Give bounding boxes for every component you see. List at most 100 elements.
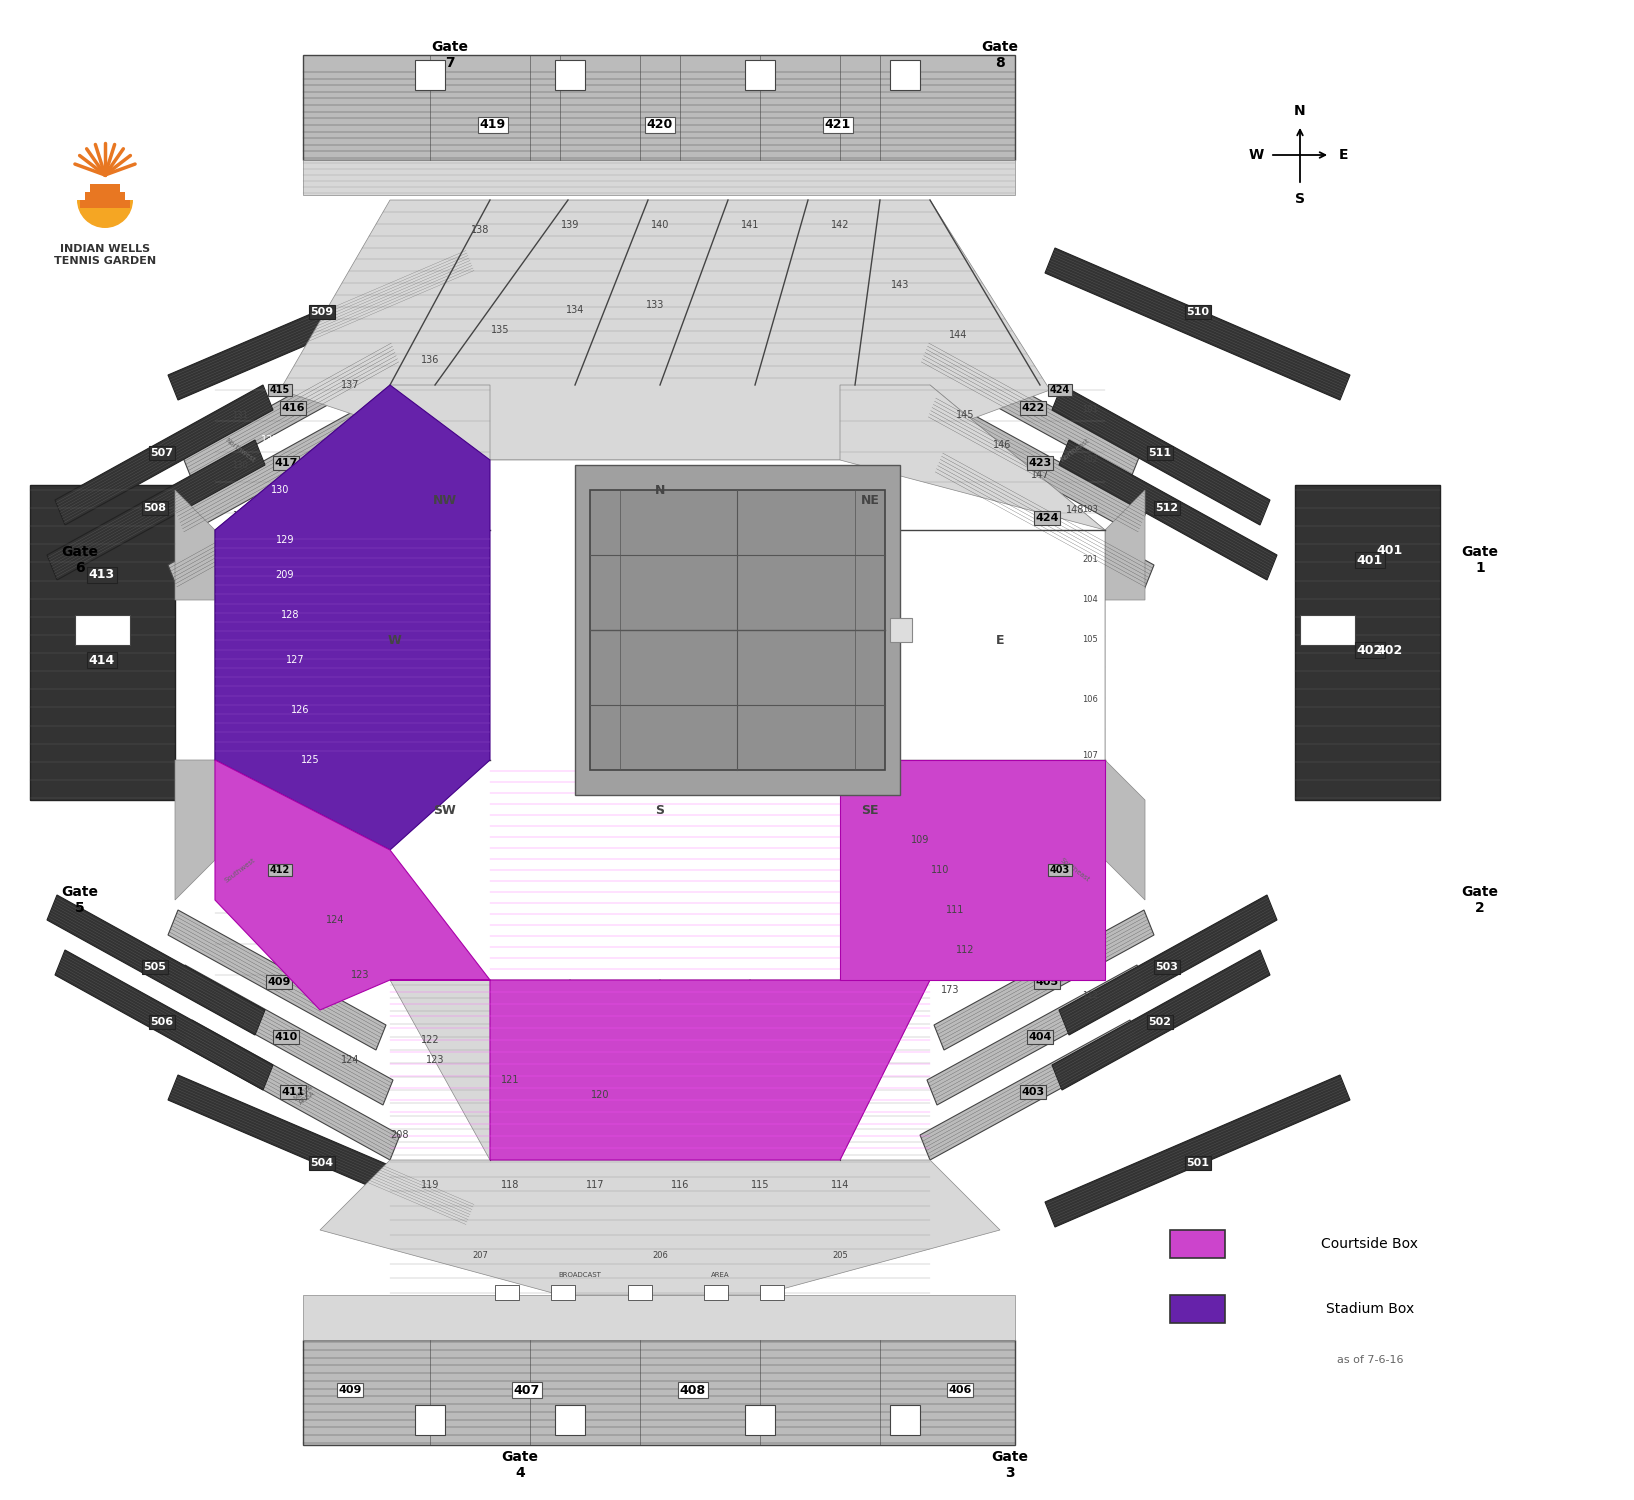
Text: 134: 134 xyxy=(565,304,585,315)
Text: 143: 143 xyxy=(891,280,909,290)
Bar xyxy=(760,1286,784,1300)
Wedge shape xyxy=(77,200,132,228)
Text: 105: 105 xyxy=(1082,636,1098,645)
Text: N: N xyxy=(655,483,665,496)
Polygon shape xyxy=(216,460,1105,980)
Text: 130: 130 xyxy=(271,484,289,495)
Polygon shape xyxy=(575,465,900,795)
Text: 131: 131 xyxy=(232,411,248,420)
Text: 106: 106 xyxy=(1082,696,1098,705)
Text: 418: 418 xyxy=(268,513,291,523)
Text: 130: 130 xyxy=(232,460,248,470)
Text: 112: 112 xyxy=(1082,990,1098,999)
Polygon shape xyxy=(216,386,490,850)
Text: 209: 209 xyxy=(276,570,294,580)
Text: 111: 111 xyxy=(946,904,964,915)
Bar xyxy=(745,60,775,90)
Text: 117: 117 xyxy=(585,1180,605,1190)
Text: 506: 506 xyxy=(150,1017,173,1028)
Text: 118: 118 xyxy=(500,1180,520,1190)
Polygon shape xyxy=(1105,490,1145,600)
Polygon shape xyxy=(175,490,216,600)
Text: 124: 124 xyxy=(325,915,345,926)
Polygon shape xyxy=(1296,484,1440,800)
Text: 424: 424 xyxy=(1036,513,1059,523)
Polygon shape xyxy=(391,980,930,1160)
Text: 121: 121 xyxy=(601,1054,619,1065)
Text: 503: 503 xyxy=(1155,962,1178,972)
Text: Southeast: Southeast xyxy=(1059,856,1092,883)
Text: NE: NE xyxy=(861,494,879,507)
Bar xyxy=(80,200,131,208)
Text: Northwest: Northwest xyxy=(224,436,257,463)
Text: 101: 101 xyxy=(1082,405,1098,414)
Text: AREA: AREA xyxy=(711,1272,729,1278)
Polygon shape xyxy=(216,760,490,1010)
Text: SW: SW xyxy=(433,804,456,816)
Polygon shape xyxy=(181,340,400,480)
Text: 146: 146 xyxy=(993,440,1011,450)
Text: 405: 405 xyxy=(1036,976,1059,987)
Text: 201: 201 xyxy=(1082,555,1098,564)
Text: 137: 137 xyxy=(342,380,359,390)
Polygon shape xyxy=(302,1294,1015,1340)
Polygon shape xyxy=(840,386,1105,600)
Text: 413: 413 xyxy=(88,568,114,582)
Bar xyxy=(745,1406,775,1435)
Text: 121: 121 xyxy=(500,1076,520,1084)
Text: 511: 511 xyxy=(1149,448,1172,458)
Text: NW: NW xyxy=(433,494,458,507)
Polygon shape xyxy=(1052,386,1270,525)
Text: 114: 114 xyxy=(830,1180,850,1190)
Text: 404: 404 xyxy=(1028,1032,1052,1042)
Polygon shape xyxy=(47,896,265,1035)
Polygon shape xyxy=(302,56,1015,160)
Text: 131: 131 xyxy=(261,435,279,445)
Text: 103: 103 xyxy=(1082,506,1098,515)
Polygon shape xyxy=(926,964,1147,1106)
Text: 205: 205 xyxy=(832,1251,848,1260)
Polygon shape xyxy=(1052,950,1270,1090)
Text: 109: 109 xyxy=(1082,896,1098,904)
Text: Gate
4: Gate 4 xyxy=(502,1450,539,1480)
Text: 501: 501 xyxy=(1186,1158,1209,1168)
Polygon shape xyxy=(935,450,1154,590)
Polygon shape xyxy=(935,910,1154,1050)
Text: 509: 509 xyxy=(310,308,333,316)
Text: 119: 119 xyxy=(779,1054,797,1065)
Polygon shape xyxy=(168,1076,475,1227)
Text: 135: 135 xyxy=(490,326,510,334)
Text: 109: 109 xyxy=(910,836,930,844)
Text: 120: 120 xyxy=(592,1090,609,1100)
Text: 147: 147 xyxy=(1031,470,1049,480)
Text: E: E xyxy=(1340,148,1348,162)
Text: 140: 140 xyxy=(650,220,670,230)
Polygon shape xyxy=(47,440,265,580)
Text: 138: 138 xyxy=(471,225,489,236)
Text: 422: 422 xyxy=(1021,404,1044,412)
Text: Northeast: Northeast xyxy=(1059,436,1090,463)
Text: 123: 123 xyxy=(351,970,369,980)
Text: SE: SE xyxy=(861,804,879,816)
Polygon shape xyxy=(56,950,273,1090)
Text: S: S xyxy=(655,804,665,816)
Text: 120: 120 xyxy=(691,1054,709,1065)
Polygon shape xyxy=(56,386,273,525)
Text: Gate
3: Gate 3 xyxy=(992,1450,1028,1480)
Polygon shape xyxy=(175,964,394,1106)
Text: 119: 119 xyxy=(422,1180,440,1190)
Polygon shape xyxy=(216,386,490,600)
Text: 403: 403 xyxy=(1051,865,1070,874)
Bar xyxy=(90,184,119,192)
Text: 128: 128 xyxy=(232,596,248,604)
Text: 414: 414 xyxy=(88,654,114,666)
Text: 401: 401 xyxy=(1356,554,1382,567)
Polygon shape xyxy=(175,394,394,536)
Bar xyxy=(556,60,585,90)
Bar xyxy=(556,1406,585,1435)
Text: 412: 412 xyxy=(270,865,291,874)
Polygon shape xyxy=(920,340,1141,480)
Text: 108: 108 xyxy=(1082,816,1098,825)
Polygon shape xyxy=(1059,896,1278,1035)
Bar xyxy=(415,1406,444,1435)
